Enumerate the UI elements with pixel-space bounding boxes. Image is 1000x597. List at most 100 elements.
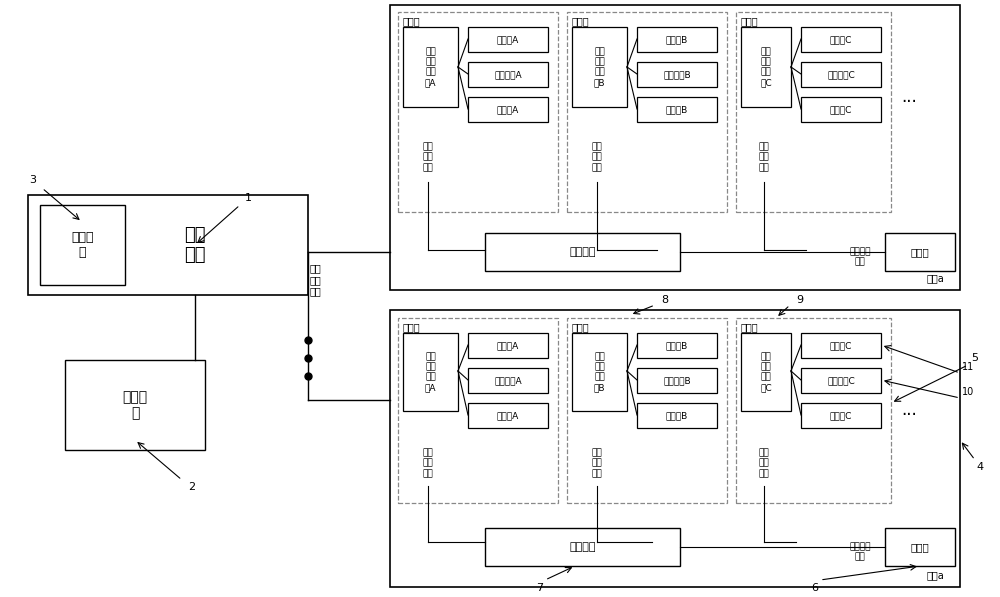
Bar [801,97,881,122]
Text: 工作站B: 工作站B [666,341,688,350]
Bar [885,528,955,566]
Bar [398,318,558,503]
Text: 子区域: 子区域 [403,16,421,26]
Bar [403,333,458,411]
Text: 调度员C: 调度员C [830,411,852,420]
Text: 数据
采集
工作
站B: 数据 采集 工作 站B [594,352,605,392]
Text: 控制平台A: 控制平台A [494,70,522,79]
Bar [637,333,717,358]
Bar [801,403,881,428]
Text: 信息传输
模块: 信息传输 模块 [849,247,871,267]
Bar [567,12,727,212]
Text: ...: ... [901,401,917,419]
Bar [403,27,458,107]
Bar [801,333,881,358]
Text: 管理员: 管理员 [911,247,929,257]
Text: 信息
传输
模块: 信息 传输 模块 [759,142,769,172]
Bar [485,233,680,271]
Bar [801,368,881,393]
Text: 信息
传输
模块: 信息 传输 模块 [309,263,321,297]
Bar [468,27,548,52]
Bar [741,27,791,107]
Text: 区域a: 区域a [926,570,944,580]
Bar [390,310,960,587]
Text: 11: 11 [962,362,974,372]
Text: 调度员B: 调度员B [666,411,688,420]
Text: 控制平台B: 控制平台B [663,70,691,79]
Bar [885,233,955,271]
Text: 工作站C: 工作站C [830,341,852,350]
Bar [637,368,717,393]
Text: 信息
传输
模块: 信息 传输 模块 [423,448,433,478]
Text: 子区域: 子区域 [403,322,421,332]
Text: 调度员A: 调度员A [497,411,519,420]
Bar [390,5,960,290]
Bar [572,27,627,107]
Bar [736,318,891,503]
Text: 9: 9 [796,295,804,305]
Text: 信息
传输
模块: 信息 传输 模块 [423,142,433,172]
Bar [28,195,308,295]
Text: 2: 2 [188,482,196,492]
Text: 数据
采集
工作
站C: 数据 采集 工作 站C [760,352,772,392]
Text: 总管理
员: 总管理 员 [122,390,148,420]
Text: 管理员: 管理员 [911,542,929,552]
Bar [736,12,891,212]
Bar [468,62,548,87]
Bar [801,27,881,52]
Bar [468,97,548,122]
Text: 数据
采集
工作
站A: 数据 采集 工作 站A [425,47,436,87]
Text: 7: 7 [536,583,544,593]
Text: 信息
传输
模块: 信息 传输 模块 [592,142,602,172]
Text: 调度员C: 调度员C [830,105,852,114]
Text: 信息
传输
模块: 信息 传输 模块 [759,448,769,478]
Bar [572,333,627,411]
Bar [801,62,881,87]
Text: 工作站A: 工作站A [497,341,519,350]
Text: 区域a: 区域a [926,273,944,283]
Bar [468,368,548,393]
Text: 1: 1 [244,193,252,203]
Bar [637,62,717,87]
Text: 5: 5 [972,353,978,363]
Text: 调度员A: 调度员A [497,105,519,114]
Text: 子区域: 子区域 [572,16,590,26]
Text: 10: 10 [962,387,974,397]
Text: 工作站C: 工作站C [830,35,852,44]
Text: 控制平台C: 控制平台C [827,376,855,385]
Text: ...: ... [901,88,917,106]
Text: 子区域: 子区域 [741,16,759,26]
Text: 数据
采集
工作
站B: 数据 采集 工作 站B [594,47,605,87]
Bar [637,27,717,52]
Text: 控制平台C: 控制平台C [827,70,855,79]
Bar [468,403,548,428]
Text: 信息
传输
模块: 信息 传输 模块 [592,448,602,478]
Text: 控制子站: 控制子站 [569,247,596,257]
Text: 4: 4 [976,462,984,472]
Text: 6: 6 [812,583,818,593]
Text: 控制平台B: 控制平台B [663,376,691,385]
Text: 子区域: 子区域 [741,322,759,332]
Bar [637,97,717,122]
Bar [468,333,548,358]
Text: 控制平台A: 控制平台A [494,376,522,385]
Text: 数据
采集
工作
站A: 数据 采集 工作 站A [425,352,436,392]
Text: 调度员B: 调度员B [666,105,688,114]
Text: 子区域: 子区域 [572,322,590,332]
Text: 工作站B: 工作站B [666,35,688,44]
Text: 信息传输
模块: 信息传输 模块 [849,542,871,562]
Text: 数据
采集
工作
站C: 数据 采集 工作 站C [760,47,772,87]
Text: 工作站A: 工作站A [497,35,519,44]
Text: 计时模
块: 计时模 块 [71,231,94,259]
Bar [40,205,125,285]
Bar [485,528,680,566]
Bar [567,318,727,503]
Bar [398,12,558,212]
Text: 8: 8 [661,295,669,305]
Bar [65,360,205,450]
Bar [741,333,791,411]
Text: 控制子站: 控制子站 [569,542,596,552]
Text: 3: 3 [30,175,36,185]
Text: 控制
终端: 控制 终端 [184,226,206,264]
Bar [637,403,717,428]
